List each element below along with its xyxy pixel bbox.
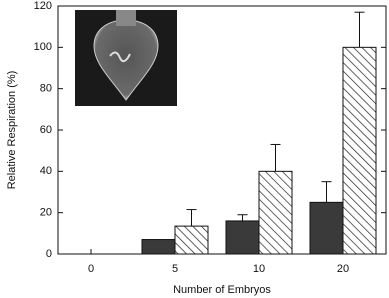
y-tick-label: 80 [40,83,52,95]
y-axis-title: Relative Respiration (%) [6,71,18,190]
x-tick-label: 20 [337,263,349,275]
bar [309,201,344,255]
y-tick-label: 120 [34,0,52,12]
y-tick-label: 20 [40,207,52,219]
inset-photo [75,10,177,106]
x-tick-label: 0 [88,263,94,275]
y-tick-label: 40 [40,165,52,177]
bar [174,225,209,255]
y-tick-label: 60 [40,124,52,136]
y-tick-label: 100 [34,41,52,53]
x-axis-title: Number of Embryos [173,284,271,296]
bar [141,239,176,255]
bar [225,220,260,255]
y-tick-label: 0 [46,248,52,260]
x-tick-label: 10 [253,263,265,275]
x-tick-label: 5 [172,263,178,275]
bar [258,170,293,255]
bar [342,46,377,255]
